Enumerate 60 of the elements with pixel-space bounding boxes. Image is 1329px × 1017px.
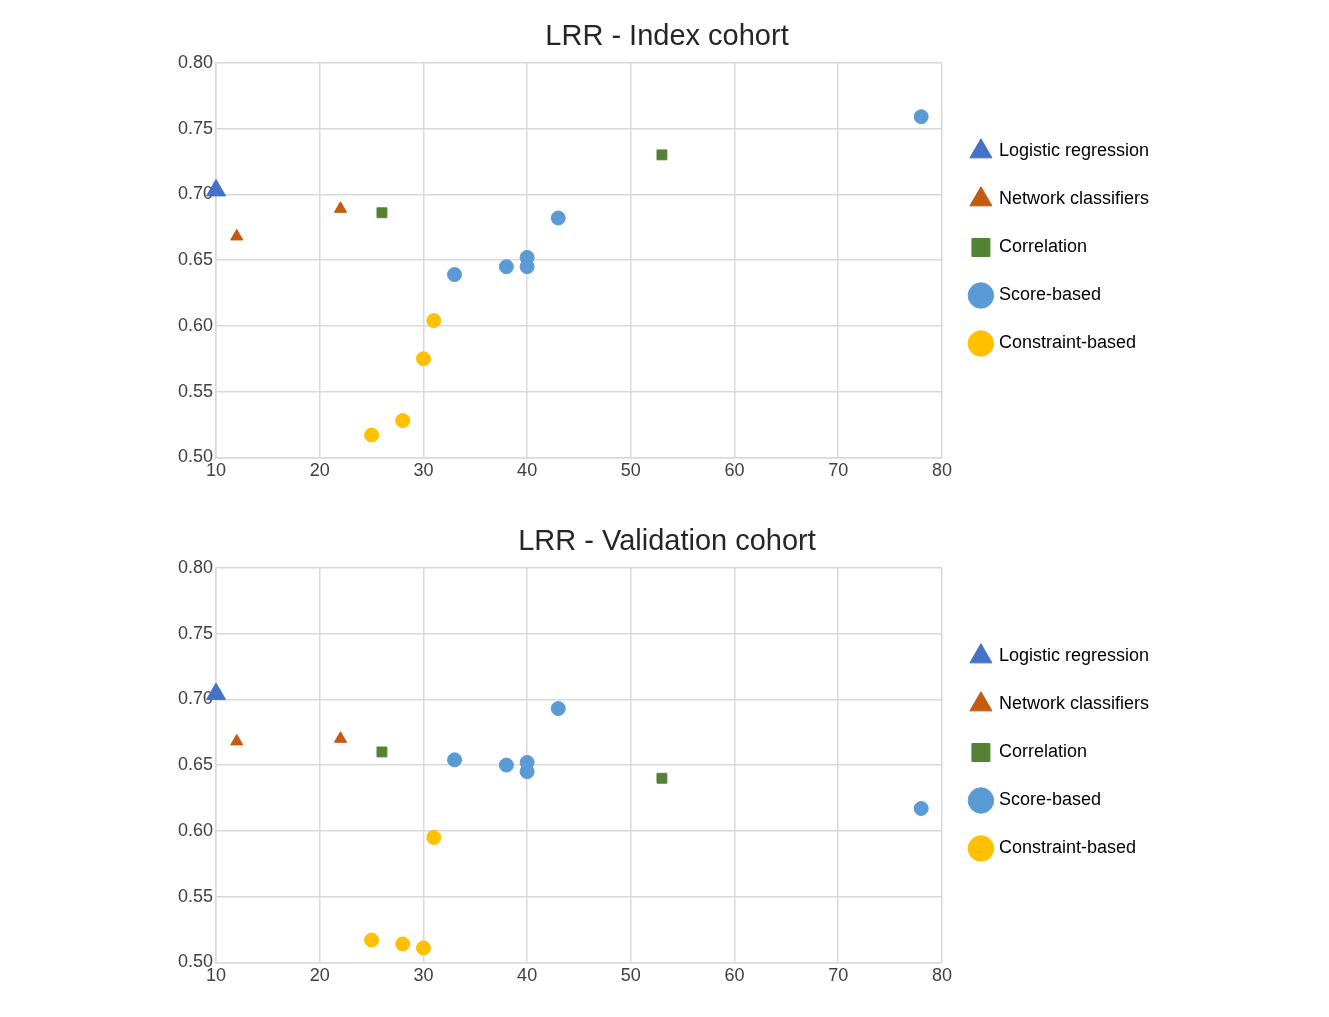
point (230, 733, 244, 746)
legend-label: Constraint-based (998, 332, 1136, 353)
point (426, 829, 442, 845)
point (913, 801, 929, 817)
x-tick-label: 60 (724, 965, 745, 986)
x-tick-label: 20 (309, 460, 330, 481)
legend-label: Network classifiers (998, 693, 1149, 714)
x-tick-label: 70 (828, 460, 849, 481)
x-tick-label: 60 (724, 460, 745, 481)
point (333, 731, 348, 743)
legend-label: Network classifiers (998, 188, 1149, 209)
legend-label: Score-based (998, 284, 1101, 305)
legend-label: Correlation (998, 236, 1087, 257)
point (498, 757, 514, 773)
point (415, 351, 431, 367)
chart-title: LRR - Index cohort (545, 19, 789, 52)
x-tick-label: 40 (517, 460, 538, 481)
legend-label: Logistic regression (998, 645, 1149, 666)
x-tick-label: 80 (931, 965, 952, 986)
x-tick-label: 20 (309, 965, 330, 986)
x-tick-label: 70 (828, 965, 849, 986)
y-tick-label: 0.60 (177, 819, 214, 840)
legend-label: Correlation (998, 741, 1087, 762)
point (395, 413, 411, 429)
point (550, 210, 566, 226)
y-tick-label: 0.75 (177, 117, 214, 138)
point (498, 259, 514, 275)
point (656, 149, 668, 161)
x-tick-label: 50 (620, 460, 641, 481)
point (415, 940, 431, 956)
point (426, 313, 442, 329)
y-tick-label: 0.60 (177, 314, 214, 335)
point (913, 109, 929, 125)
y-tick-label: 0.65 (177, 249, 214, 270)
point (364, 932, 380, 948)
chart-title: LRR - Validation cohort (518, 524, 816, 557)
legend-label: Logistic regression (998, 140, 1149, 161)
point (376, 207, 388, 219)
y-tick-label: 0.75 (177, 622, 214, 643)
x-tick-label: 30 (413, 965, 434, 986)
point (333, 201, 348, 213)
y-tick-label: 0.65 (177, 754, 214, 775)
point (230, 228, 244, 241)
y-tick-label: 0.55 (177, 885, 214, 906)
legend-label: Constraint-based (998, 837, 1136, 858)
point (447, 752, 463, 768)
point (376, 746, 388, 758)
x-tick-label: 80 (931, 460, 952, 481)
x-tick-label: 50 (620, 965, 641, 986)
point (447, 267, 463, 283)
point (656, 772, 668, 784)
x-tick-label: 40 (517, 965, 538, 986)
y-tick-label: 0.80 (177, 556, 214, 577)
point (550, 701, 566, 717)
point (395, 936, 411, 952)
legend-label: Score-based (998, 789, 1101, 810)
y-tick-label: 0.80 (177, 51, 214, 72)
point (364, 427, 380, 443)
x-tick-label: 30 (413, 460, 434, 481)
y-tick-label: 0.55 (177, 380, 214, 401)
